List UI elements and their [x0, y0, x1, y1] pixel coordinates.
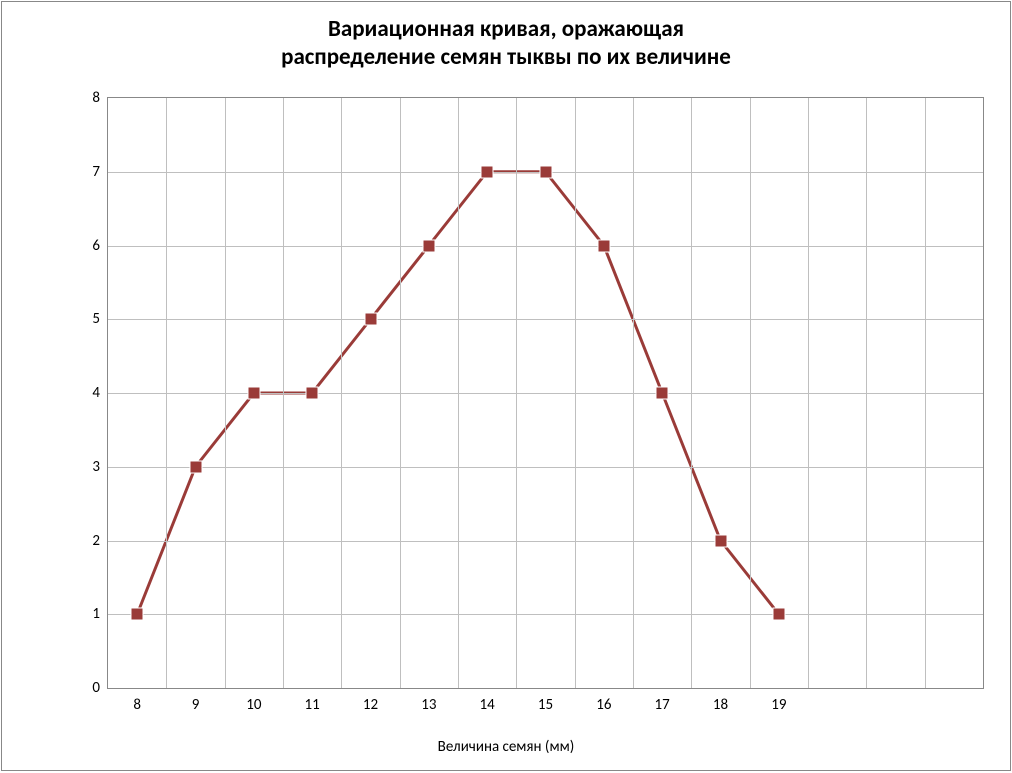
y-tick-label: 6	[92, 237, 108, 255]
y-tick-label: 5	[92, 310, 108, 328]
gridline-horizontal	[108, 467, 983, 468]
data-marker	[772, 608, 785, 621]
x-tick-label: 19	[771, 688, 786, 714]
gridline-vertical	[166, 98, 167, 688]
x-tick-label: 9	[192, 688, 200, 714]
gridline-horizontal	[108, 614, 983, 615]
x-tick-label: 13	[421, 688, 436, 714]
gridline-vertical	[691, 98, 692, 688]
gridline-vertical	[866, 98, 867, 688]
gridline-vertical	[633, 98, 634, 688]
gridline-horizontal	[108, 246, 983, 247]
y-tick-label: 3	[92, 458, 108, 476]
y-tick-label: 2	[92, 532, 108, 550]
x-tick-label: 17	[655, 688, 670, 714]
x-tick-label: 11	[305, 688, 320, 714]
data-marker	[306, 387, 319, 400]
y-tick-label: 0	[92, 679, 108, 697]
data-marker	[422, 239, 435, 252]
x-tick-label: 12	[363, 688, 378, 714]
gridline-vertical	[516, 98, 517, 688]
x-tick-label: 14	[480, 688, 495, 714]
gridline-horizontal	[108, 541, 983, 542]
x-tick-label: 8	[133, 688, 141, 714]
y-tick-label: 8	[92, 89, 108, 107]
data-marker	[247, 387, 260, 400]
data-marker	[539, 165, 552, 178]
gridline-vertical	[341, 98, 342, 688]
chart-title-line1: Вариационная кривая, оражающая	[328, 15, 684, 43]
y-tick-label: 1	[92, 605, 108, 623]
x-axis-label: Величина семян (мм)	[2, 738, 1010, 756]
plot-area: 0123456788910111213141516171819	[107, 97, 984, 689]
gridline-vertical	[750, 98, 751, 688]
data-marker	[714, 534, 727, 547]
y-tick-label: 4	[92, 384, 108, 402]
gridline-vertical	[925, 98, 926, 688]
chart-title: Вариационная кривая, оражающая распредел…	[2, 16, 1010, 71]
gridline-horizontal	[108, 319, 983, 320]
chart-title-line2: распределение семян тыквы по их величине	[281, 43, 731, 71]
x-tick-label: 15	[538, 688, 553, 714]
data-marker	[364, 313, 377, 326]
data-marker	[131, 608, 144, 621]
data-marker	[189, 460, 202, 473]
gridline-vertical	[400, 98, 401, 688]
data-marker	[481, 165, 494, 178]
x-tick-label: 16	[596, 688, 611, 714]
y-tick-label: 7	[92, 163, 108, 181]
x-tick-label: 10	[246, 688, 261, 714]
gridline-vertical	[575, 98, 576, 688]
data-marker	[656, 387, 669, 400]
gridline-vertical	[283, 98, 284, 688]
data-marker	[597, 239, 610, 252]
gridline-vertical	[458, 98, 459, 688]
chart-container: Вариационная кривая, оражающая распредел…	[1, 1, 1011, 771]
gridline-vertical	[808, 98, 809, 688]
x-tick-label: 18	[713, 688, 728, 714]
gridline-vertical	[225, 98, 226, 688]
gridline-horizontal	[108, 393, 983, 394]
